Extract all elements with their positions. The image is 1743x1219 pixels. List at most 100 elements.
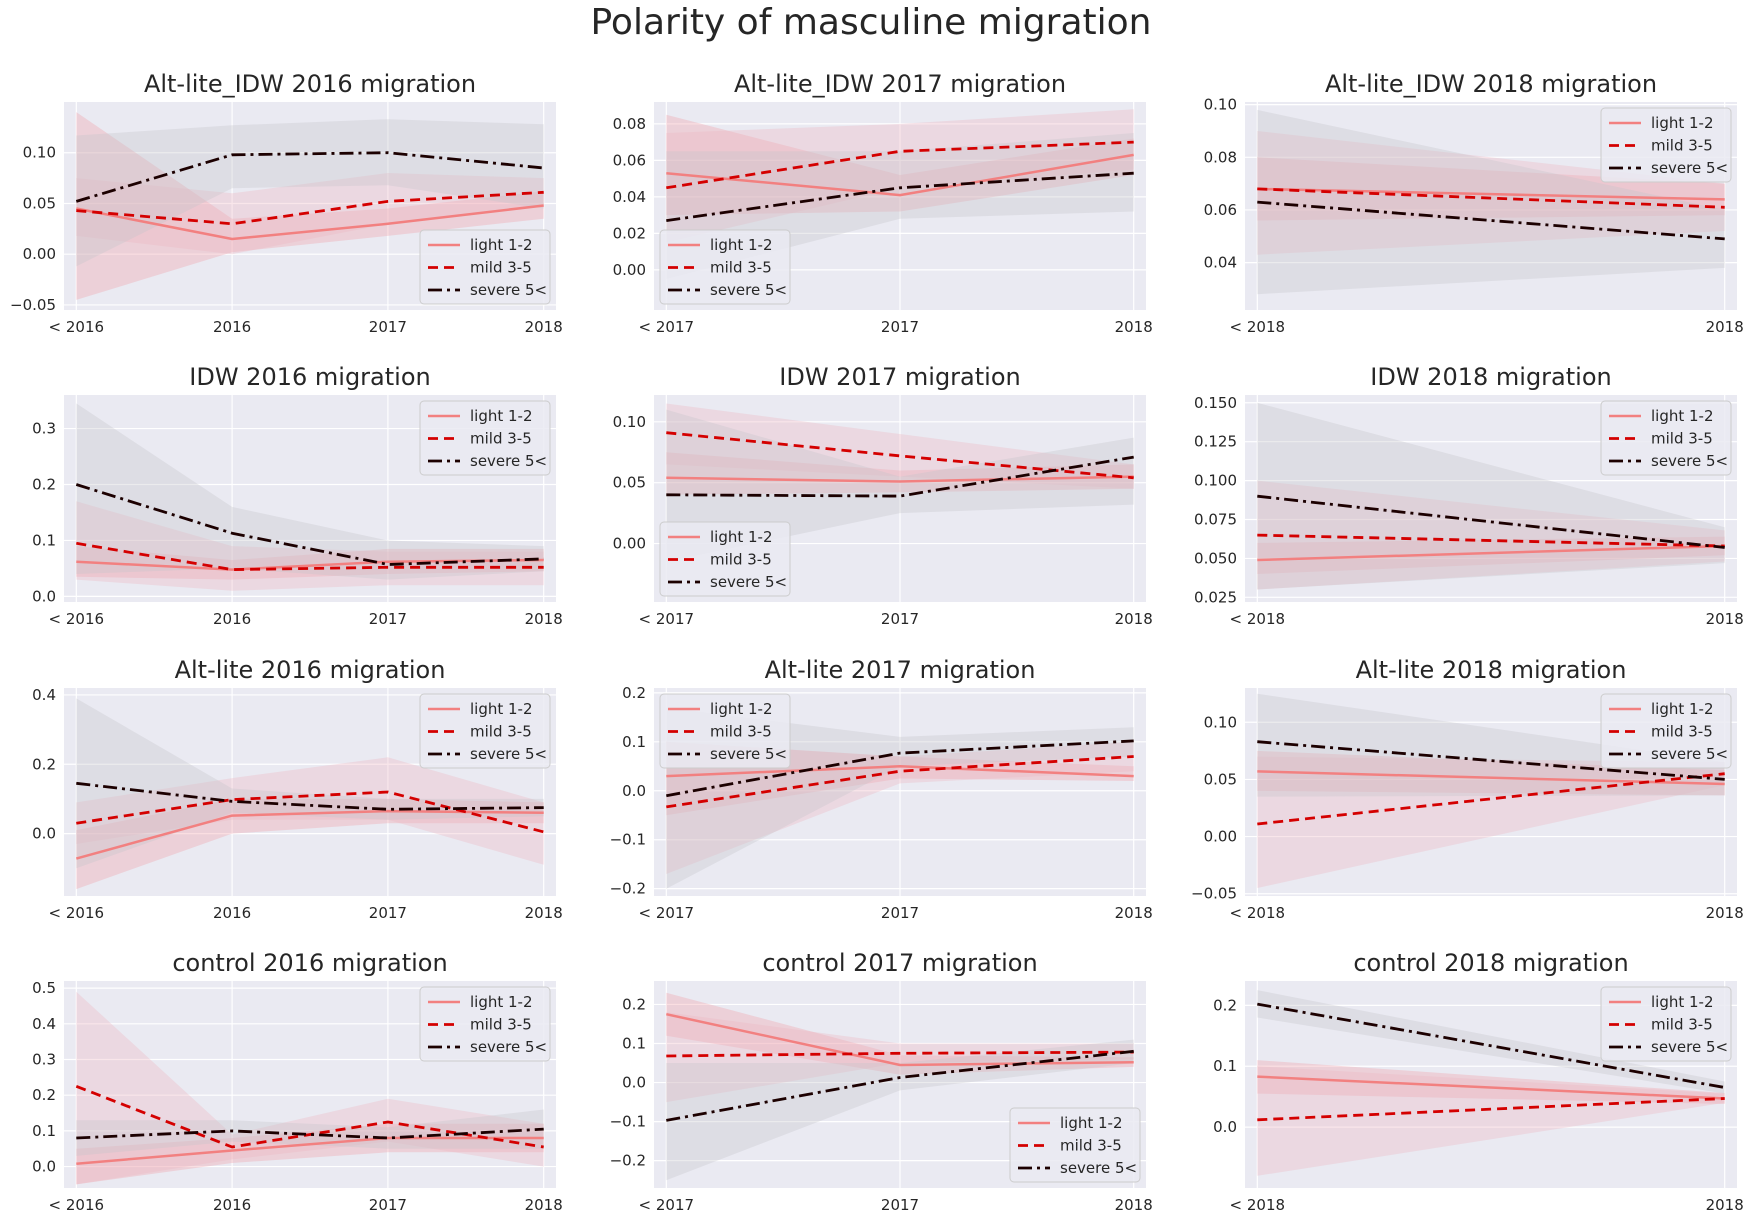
panel-title: control 2016 migration bbox=[172, 949, 447, 977]
series-line-light bbox=[666, 475, 1134, 483]
legend-box bbox=[659, 693, 791, 769]
panel-idw-2017-migration: 0.00 0.05 0.10 < 2017 2017 2018 IDW 2017 migra… bbox=[613, 363, 1153, 628]
series-line-severe bbox=[1257, 1002, 1725, 1089]
x-tick-label: 2016 bbox=[213, 904, 251, 922]
series-line-light bbox=[1257, 1075, 1725, 1100]
y-tick-label: 0.3 bbox=[32, 1051, 56, 1069]
y-tick-label: 0.08 bbox=[613, 115, 646, 133]
legend: light 1-2 mild 3-5 severe 5< bbox=[659, 521, 791, 597]
legend-box bbox=[1600, 400, 1732, 476]
legend-label-mild: mild 3-5 bbox=[470, 723, 532, 741]
panel-alt-lite-idw-2017-migration: 0.00 0.02 0.04 0.06 0.08 < 2017 2017 2018 Alt-li… bbox=[613, 70, 1153, 336]
legend-label-severe: severe 5< bbox=[710, 745, 787, 763]
confidence-band-severe bbox=[76, 1109, 544, 1156]
x-tick-label: 2017 bbox=[881, 610, 919, 628]
panel-control-2017-migration: −0.2 −0.1 0.0 0.1 0.2 < 2017 2017 2018 control 2… bbox=[610, 949, 1153, 1214]
x-tick-label: 2018 bbox=[1115, 318, 1153, 336]
x-tick-label: 2018 bbox=[1115, 1196, 1153, 1214]
x-tick-label: 2017 bbox=[369, 904, 407, 922]
x-tick-label: 2016 bbox=[213, 610, 251, 628]
panel-control-2018-migration: 0.0 0.1 0.2 < 2018 2018 control 2018 migratio… bbox=[1213, 949, 1743, 1214]
y-tick-label: 0.075 bbox=[1194, 511, 1237, 529]
legend-box bbox=[1009, 1107, 1141, 1183]
y-tick-label: 0.025 bbox=[1194, 588, 1237, 606]
series-line-light bbox=[666, 1012, 1134, 1067]
legend-label-light: light 1-2 bbox=[470, 700, 533, 718]
x-tick-label: 2018 bbox=[1706, 1196, 1743, 1214]
y-tick-label: 0.2 bbox=[32, 1086, 56, 1104]
x-tick-label: 2018 bbox=[1115, 904, 1153, 922]
panel-title: Alt-lite 2016 migration bbox=[175, 656, 446, 684]
series-line-mild bbox=[666, 140, 1134, 190]
confidence-band-mild bbox=[1257, 756, 1725, 888]
x-tick-label: 2018 bbox=[525, 318, 563, 336]
x-tick-label: 2016 bbox=[213, 318, 251, 336]
legend-label-light: light 1-2 bbox=[710, 528, 773, 546]
legend-label-light: light 1-2 bbox=[710, 700, 773, 718]
x-tick-label: < 2017 bbox=[639, 610, 695, 628]
confidence-band-light bbox=[76, 546, 544, 580]
legend: light 1-2 mild 3-5 severe 5< bbox=[1600, 986, 1732, 1062]
legend-label-mild: mild 3-5 bbox=[710, 723, 772, 741]
panel-alt-lite-idw-2018-migration: 0.04 0.06 0.08 0.10 < 2018 2018 Alt-lite_IDW 2… bbox=[1204, 70, 1743, 336]
y-tick-label: 0.150 bbox=[1194, 394, 1237, 412]
x-tick-label: 2017 bbox=[881, 1196, 919, 1214]
y-tick-label: 0.2 bbox=[32, 755, 56, 773]
legend-label-severe: severe 5< bbox=[1651, 745, 1728, 763]
confidence-band-light bbox=[1257, 750, 1725, 796]
confidence-band-mild bbox=[76, 173, 544, 255]
x-tick-label: < 2018 bbox=[1230, 904, 1286, 922]
panel-idw-2016-migration: 0.0 0.1 0.2 0.3 < 2016 2016 2017 2018 IDW 2016 m… bbox=[32, 363, 563, 628]
y-tick-label: 0.00 bbox=[613, 261, 646, 279]
legend: light 1-2 mild 3-5 severe 5< bbox=[1600, 107, 1732, 183]
y-tick-label: −0.1 bbox=[610, 831, 646, 849]
y-tick-label: 0.06 bbox=[613, 151, 646, 169]
legend-box bbox=[1600, 693, 1732, 769]
legend-label-light: light 1-2 bbox=[1060, 1114, 1123, 1132]
confidence-band-mild bbox=[76, 757, 544, 865]
x-tick-label: 2018 bbox=[525, 1196, 563, 1214]
y-tick-label: 0.1 bbox=[32, 531, 56, 549]
series-line-severe bbox=[75, 483, 544, 566]
legend: light 1-2 mild 3-5 severe 5< bbox=[419, 693, 551, 769]
legend-label-mild: mild 3-5 bbox=[1651, 137, 1713, 155]
legend-label-mild: mild 3-5 bbox=[710, 259, 772, 277]
series-line-severe bbox=[666, 171, 1134, 222]
legend-label-mild: mild 3-5 bbox=[1651, 1016, 1713, 1034]
x-tick-label: 2018 bbox=[525, 610, 563, 628]
legend-label-light: light 1-2 bbox=[1651, 114, 1714, 132]
legend-label-severe: severe 5< bbox=[470, 1038, 547, 1056]
x-tick-label: < 2018 bbox=[1230, 1196, 1286, 1214]
x-tick-label: 2017 bbox=[369, 1196, 407, 1214]
confidence-band-severe bbox=[1257, 109, 1725, 295]
legend-label-light: light 1-2 bbox=[710, 236, 773, 254]
series-line-light bbox=[76, 1136, 544, 1165]
y-tick-label: 0.0 bbox=[32, 1158, 56, 1176]
confidence-band-mild bbox=[666, 1012, 1134, 1103]
legend-label-severe: severe 5< bbox=[470, 452, 547, 470]
series-line-severe bbox=[1257, 494, 1725, 549]
panel-title: Alt-lite_IDW 2017 migration bbox=[734, 70, 1066, 98]
y-tick-label: 0.1 bbox=[622, 733, 646, 751]
series-line-severe bbox=[1257, 200, 1725, 241]
x-tick-label: 2017 bbox=[369, 318, 407, 336]
x-tick-label: < 2017 bbox=[639, 904, 695, 922]
legend-label-severe: severe 5< bbox=[1651, 452, 1728, 470]
series-line-mild bbox=[666, 1050, 1134, 1058]
legend: light 1-2 mild 3-5 severe 5< bbox=[419, 229, 551, 305]
y-tick-label: 0.1 bbox=[1213, 1057, 1237, 1075]
y-tick-label: 0.100 bbox=[1194, 472, 1237, 490]
x-tick-label: < 2018 bbox=[1230, 318, 1286, 336]
confidence-band-light bbox=[76, 112, 544, 300]
legend-box bbox=[419, 400, 551, 476]
y-tick-label: −0.05 bbox=[1191, 885, 1237, 903]
panel-idw-2018-migration: 0.025 0.050 0.075 0.100 0.125 0.150 < 2018 2018… bbox=[1194, 363, 1743, 628]
series-line-mild bbox=[1257, 1097, 1725, 1122]
series-line-severe bbox=[76, 781, 544, 811]
legend: light 1-2 mild 3-5 severe 5< bbox=[1600, 693, 1732, 769]
y-tick-label: 0.05 bbox=[23, 194, 56, 212]
y-tick-label: 0.04 bbox=[613, 188, 646, 206]
y-tick-label: 0.10 bbox=[1204, 713, 1237, 731]
y-tick-label: 0.0 bbox=[32, 587, 56, 605]
legend-label-light: light 1-2 bbox=[1651, 407, 1714, 425]
